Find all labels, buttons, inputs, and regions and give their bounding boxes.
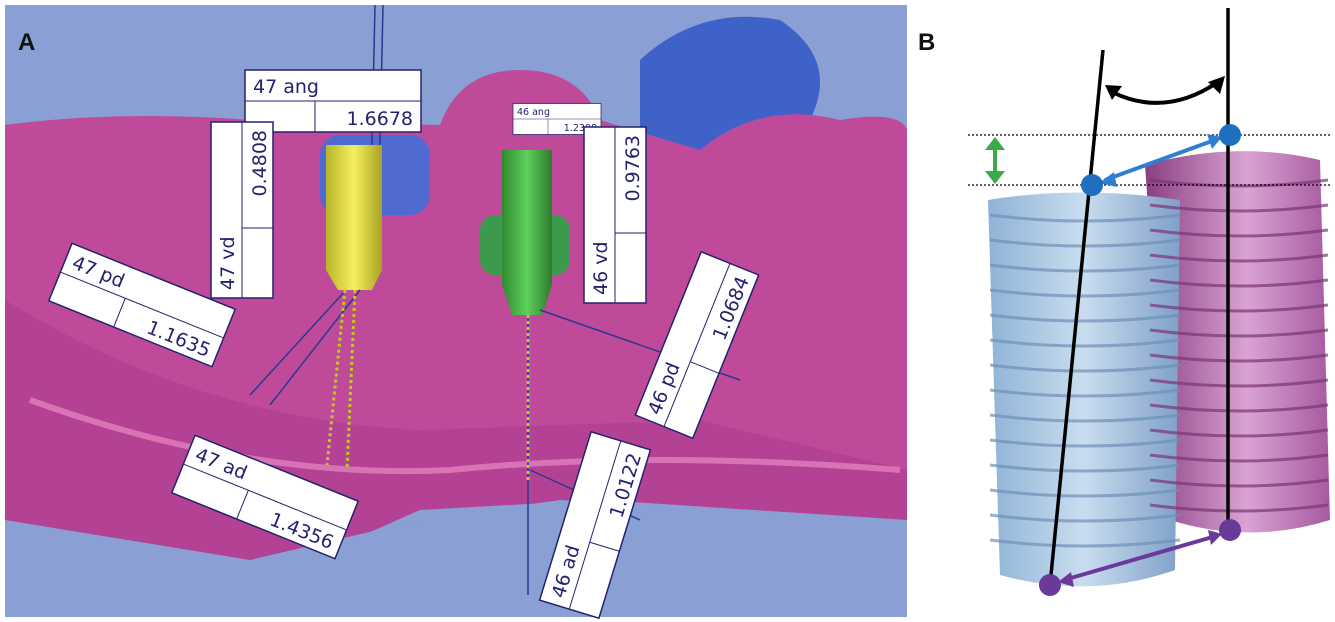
thread <box>989 288 1181 298</box>
divider <box>113 298 126 328</box>
measurement-value: 0.9763 <box>622 135 644 201</box>
bottom-bg <box>5 500 907 617</box>
thread <box>989 513 1181 523</box>
thread <box>1149 178 1329 188</box>
thread <box>1149 503 1329 513</box>
measurement-name: 47 vd <box>217 236 239 290</box>
divider <box>183 463 347 531</box>
measurement-labels: 47 ang 1.6678 46 ang 1.2388 47 vd 0.4808 46 vd… <box>47 69 760 620</box>
implant-axes <box>325 289 530 480</box>
divider <box>568 440 622 610</box>
reference-lines <box>968 134 1330 186</box>
divider <box>589 541 620 552</box>
thread <box>1149 203 1329 213</box>
thread <box>1149 378 1329 388</box>
thread <box>989 463 1181 473</box>
thread <box>989 338 1181 348</box>
implant-47 <box>326 145 382 290</box>
measurement-name: 46 vd <box>590 241 612 295</box>
point <box>1039 574 1061 596</box>
thread <box>1149 353 1329 363</box>
thread <box>989 363 1181 373</box>
measurement-box: 47 vd 0.4808 <box>210 121 274 299</box>
thread <box>989 438 1181 448</box>
panel-label: A <box>18 29 35 56</box>
thread <box>1149 453 1329 463</box>
divider <box>690 361 720 374</box>
panel-b: B <box>918 8 1330 596</box>
angle-arc <box>1111 80 1220 105</box>
thread <box>1149 428 1329 438</box>
thread <box>1149 253 1329 263</box>
measurement-box: 47 pd1.1635 <box>47 242 237 368</box>
implant-46 <box>502 150 552 315</box>
measurement-box: 46 pd1.0684 <box>634 250 760 440</box>
thread <box>1149 403 1329 413</box>
thread <box>989 313 1181 323</box>
thread <box>989 488 1181 498</box>
axes <box>1048 8 1230 586</box>
implant-pink <box>1145 151 1330 533</box>
thread <box>989 538 1181 548</box>
measurement-box: 46 vd 0.9763 <box>583 126 647 304</box>
apex-arrow <box>1058 530 1222 587</box>
point <box>1081 174 1103 196</box>
thread <box>1149 278 1329 288</box>
measurement-value: 0.4808 <box>249 130 271 196</box>
ridge-line <box>28 397 901 475</box>
thread <box>1149 228 1329 238</box>
panel-label: B <box>918 29 935 56</box>
platform-arrow <box>1099 134 1222 187</box>
thread <box>1149 328 1329 338</box>
thread <box>989 388 1181 398</box>
measurement-value: 1.6678 <box>347 108 413 130</box>
measurement-name: 46 ang <box>517 107 550 118</box>
point <box>1219 519 1241 541</box>
divider <box>236 490 249 520</box>
thread <box>989 413 1181 423</box>
implant-blue <box>988 192 1180 587</box>
measurement-box: 47 ang 1.6678 <box>244 69 422 133</box>
thread <box>1149 303 1329 313</box>
measurement-name: 47 ang <box>253 76 319 98</box>
vertical-arrow <box>985 137 1005 184</box>
divider <box>663 263 731 427</box>
thread <box>989 263 1181 273</box>
divider <box>60 271 224 339</box>
point <box>1219 124 1241 146</box>
measurement-value: 1.2388 <box>564 123 597 134</box>
thread <box>1149 478 1329 488</box>
